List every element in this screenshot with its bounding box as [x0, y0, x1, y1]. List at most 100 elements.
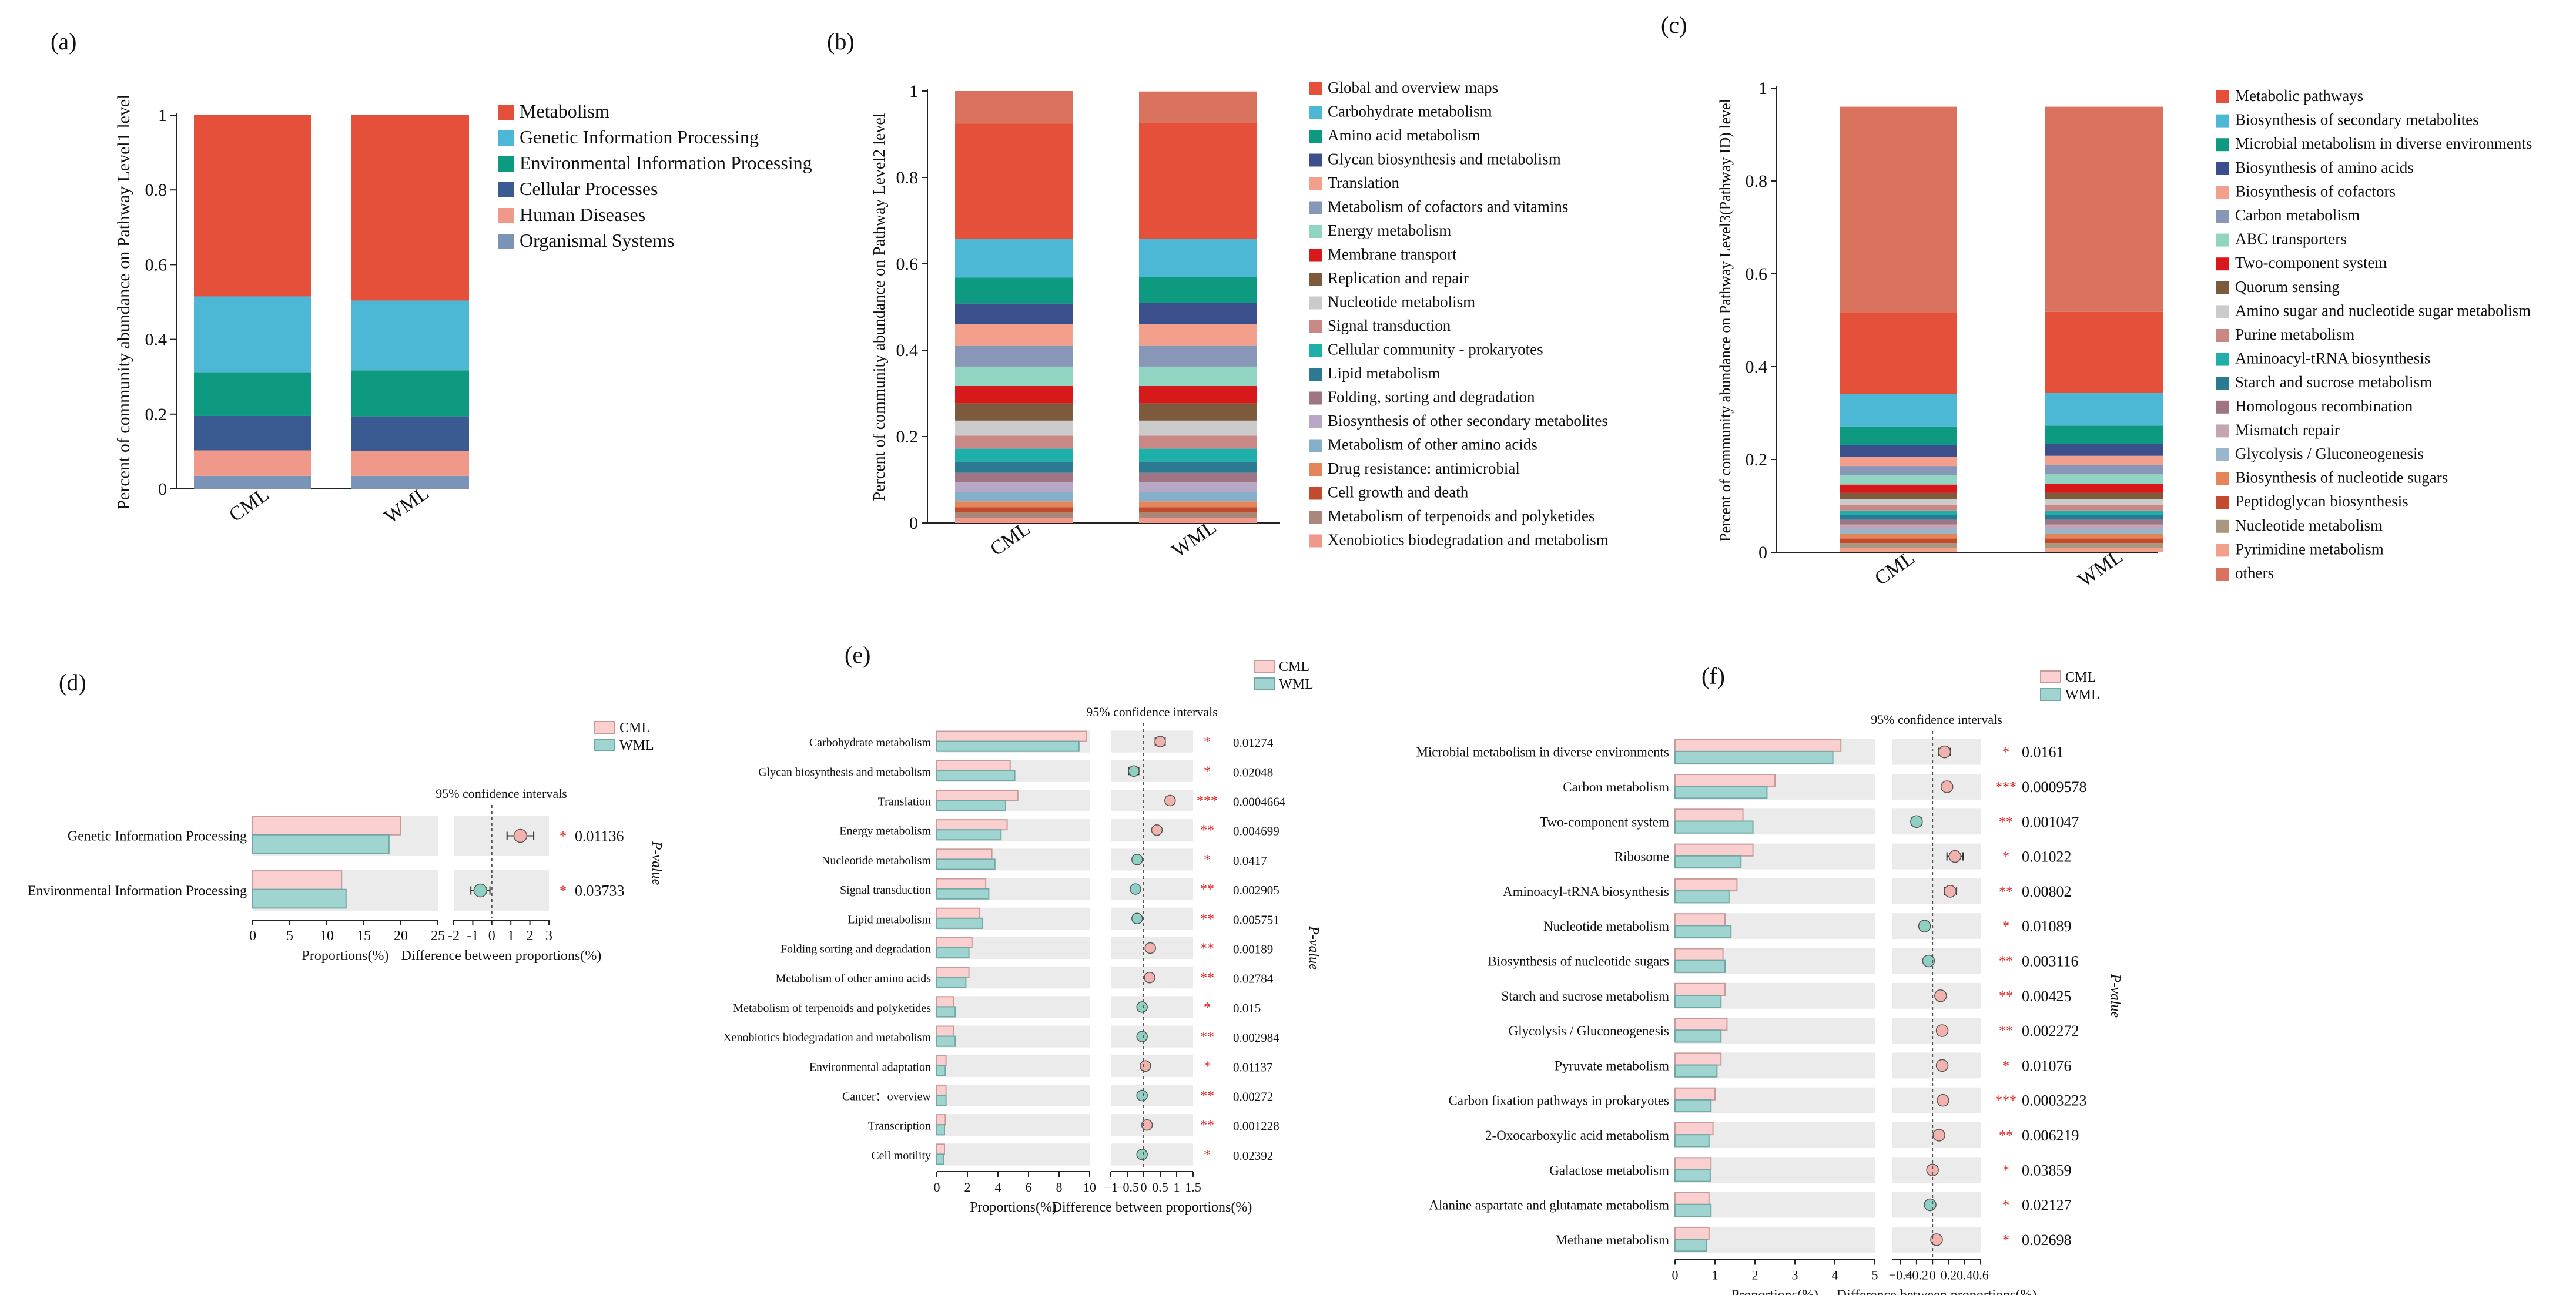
row-label: Nucleotide metabolism: [822, 854, 932, 867]
bar-segment: [2045, 543, 2163, 548]
legend-label: WML: [619, 738, 654, 753]
row-label: Methane metabolism: [1555, 1233, 1669, 1247]
significance-stars: **: [1999, 884, 2013, 900]
bar-segment: [1840, 475, 1957, 485]
ci-title: 95% confidence intervals: [436, 786, 567, 801]
bar-segment: [955, 482, 1073, 492]
bar-segment: [955, 366, 1073, 387]
legend-label: Signal transduction: [1328, 317, 1451, 334]
x-tick-label: 0.4: [1957, 1268, 1973, 1283]
bar-cml: [936, 819, 1008, 831]
legend-swatch: [2216, 377, 2229, 390]
p-value: 0.002905: [1233, 883, 1279, 897]
bar-cml: [936, 937, 973, 949]
legend-swatch: [2216, 329, 2229, 342]
bar-wml: [1674, 855, 1742, 868]
bar-segment: [2045, 510, 2163, 515]
x-tick-label: -2: [448, 928, 460, 944]
bar-segment: [1139, 420, 1257, 436]
bar-wml: [1674, 890, 1730, 904]
x-tick-label: 25: [431, 928, 445, 944]
row-background: [1892, 948, 1981, 974]
bar-segment: [351, 115, 469, 301]
y-tick-label: 0: [158, 479, 167, 499]
legend-label: Biosynthesis of amino acids: [2235, 159, 2414, 176]
bar-segment: [351, 370, 469, 417]
row-background: [454, 870, 549, 911]
significance-stars: **: [1999, 989, 2013, 1004]
x-tick-label: 0: [934, 1180, 940, 1195]
row-background: [1111, 878, 1193, 900]
legend-label: Lipid metabolism: [1328, 364, 1440, 382]
x-tick-label: 4: [995, 1180, 1001, 1195]
bar-segment: [1840, 534, 1957, 539]
difference-point: [1130, 883, 1141, 895]
significance-stars: *: [1204, 1148, 1211, 1163]
x-tick-label: 0.6: [1972, 1268, 1989, 1283]
significance-stars: *: [1204, 853, 1211, 868]
x-axis-title: Difference between proportions(%): [1837, 1288, 2037, 1295]
p-value: 0.01137: [1233, 1060, 1272, 1074]
legend-swatch: [2216, 424, 2229, 438]
p-value: 0.00189: [1233, 942, 1273, 957]
bar-segment: [1840, 312, 1957, 394]
bar-segment: [2045, 499, 2163, 505]
legend-swatch: [1309, 249, 1322, 262]
row-background: [937, 1055, 1090, 1077]
legend-label: Two-component system: [2235, 254, 2387, 271]
bar-cml: [1674, 878, 1738, 892]
significance-stars: *: [560, 829, 567, 844]
bar-segment: [1139, 386, 1257, 404]
bar-wml: [936, 1124, 945, 1136]
bar-segment: [351, 416, 469, 451]
bar-segment: [1139, 435, 1257, 449]
bar-cml: [1674, 1052, 1722, 1066]
significance-stars: *: [2002, 1198, 2009, 1213]
row-label: Two-component system: [1540, 814, 1669, 829]
bar-segment: [955, 435, 1073, 449]
bar-cml: [1674, 982, 1726, 996]
p-value: 0.02048: [1233, 765, 1273, 779]
row-background: [1892, 774, 1981, 800]
bar-segment: [2045, 484, 2163, 493]
legend-swatch-cml: [2040, 670, 2061, 683]
bar-segment: [2045, 524, 2163, 529]
legend-label: Microbial metabolism in diverse environm…: [2235, 135, 2532, 152]
legend-label: Carbohydrate metabolism: [1328, 103, 1492, 120]
legend-swatch: [1309, 130, 1322, 143]
legend-label: Genetic Information Processing: [520, 126, 759, 147]
row-background: [1111, 907, 1193, 930]
x-tick-label: 3: [545, 928, 552, 944]
significance-stars: *: [560, 884, 567, 899]
bar-segment: [1139, 501, 1257, 508]
legend-swatch: [2216, 544, 2229, 557]
bar-segment: [1139, 123, 1257, 239]
bar-wml: [936, 1095, 947, 1106]
difference-point: [1938, 745, 1951, 759]
y-tick-label: 1: [909, 82, 918, 101]
legend-label: Global and overview maps: [1328, 79, 1498, 96]
significance-stars: **: [1200, 911, 1214, 927]
legend-label: Carbon metabolism: [2235, 206, 2360, 224]
y-tick-label: 0.8: [1746, 172, 1768, 191]
y-tick-label: 0.4: [145, 330, 168, 350]
bar-wml: [936, 888, 990, 900]
difference-point: [1140, 1060, 1151, 1072]
x-tick-label: 2: [1752, 1268, 1758, 1283]
p-value: 0.004699: [1233, 824, 1279, 838]
p-value: 0.03733: [575, 883, 625, 900]
difference-point: [1144, 971, 1155, 984]
difference-point: [1934, 989, 1947, 1002]
bar-segment: [194, 115, 311, 297]
bar-wml: [1674, 1169, 1711, 1182]
difference-point: [1944, 885, 1957, 898]
legend-swatch: [1309, 463, 1322, 476]
legend-label: Amino sugar and nucleotide sugar metabol…: [2235, 301, 2531, 319]
row-label: Starch and sucrose metabolism: [1501, 989, 1669, 1004]
legend-swatch: [498, 130, 514, 146]
bar-segment: [1139, 482, 1257, 492]
y-tick-label: 0: [909, 514, 918, 533]
legend-label: Translation: [1328, 174, 1400, 192]
significance-stars: *: [2002, 850, 2009, 865]
